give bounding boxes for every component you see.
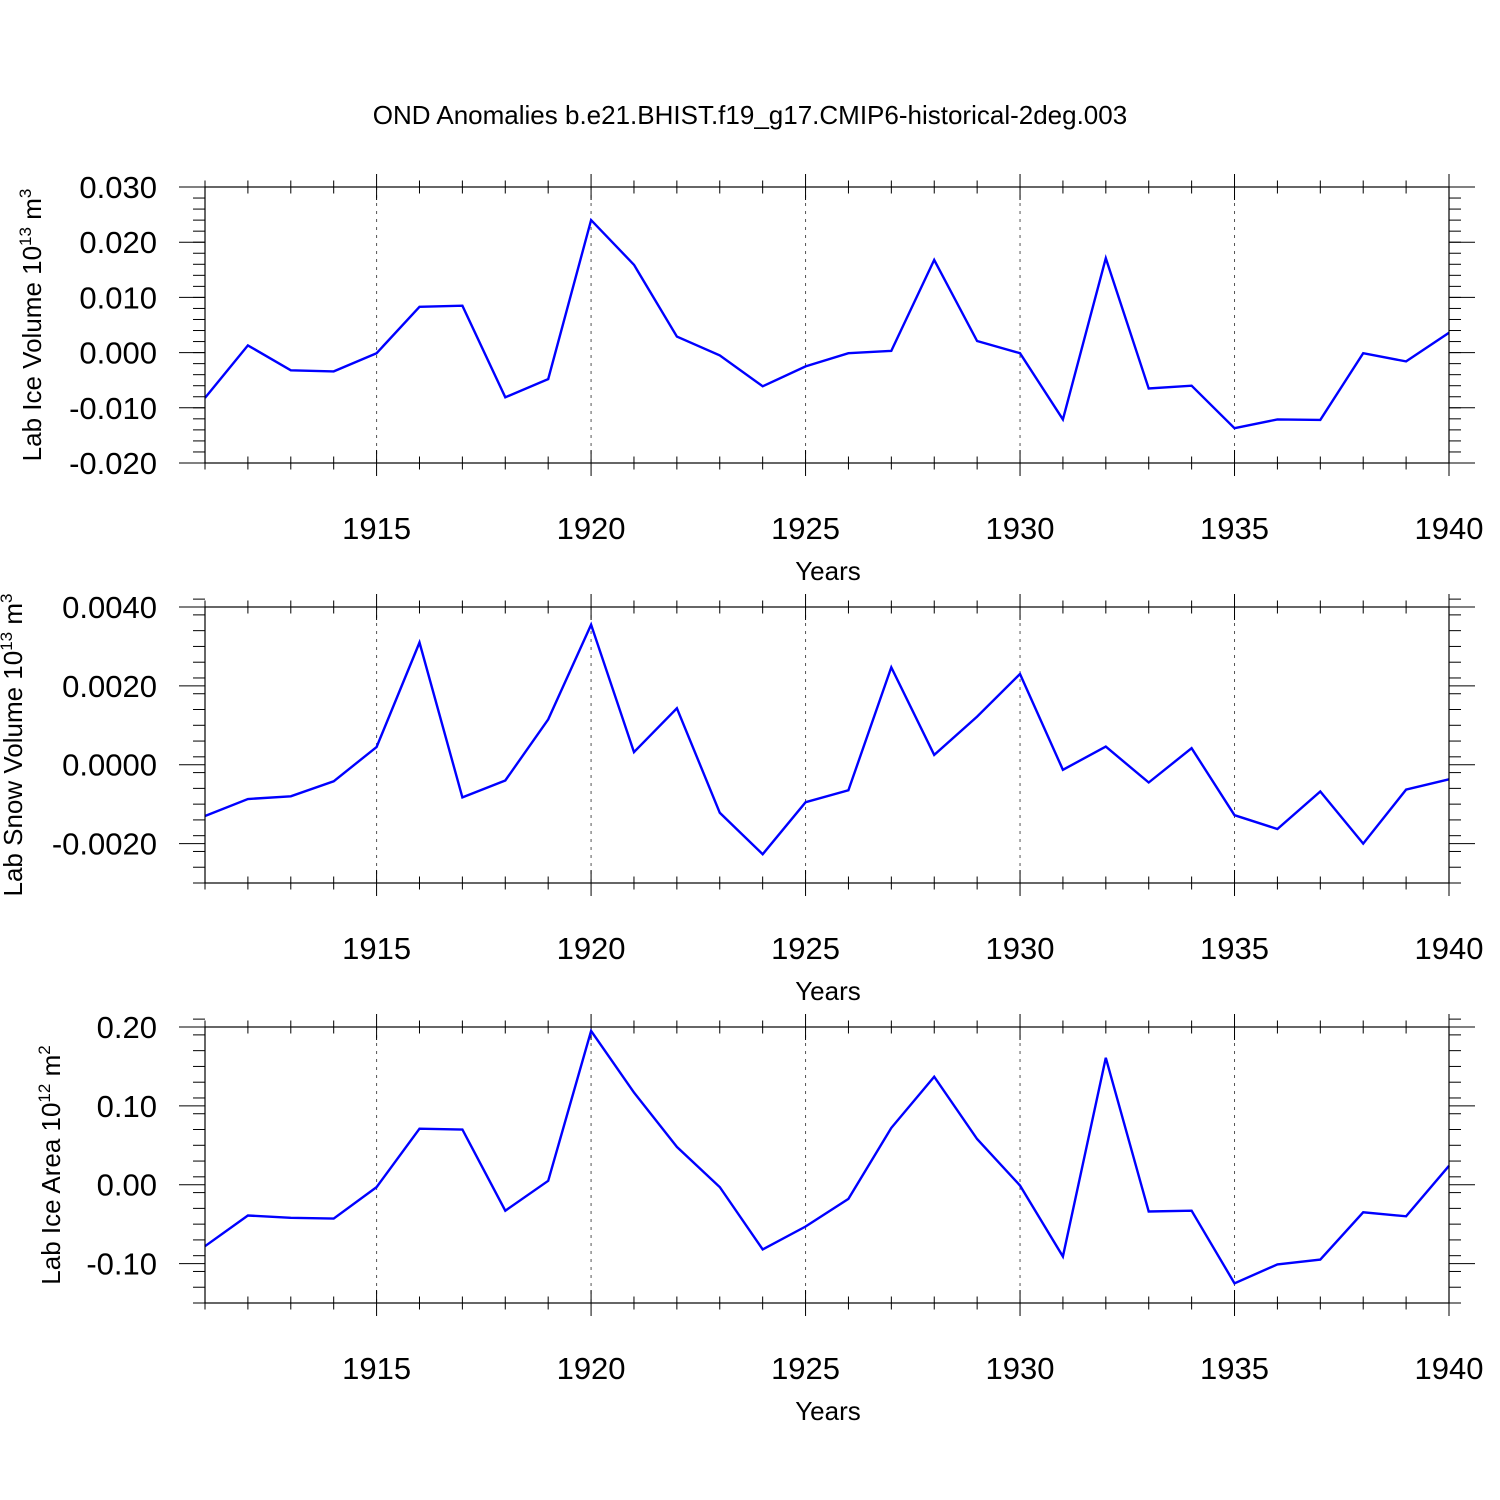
y-tick-label: 0.10 xyxy=(97,1089,157,1124)
y-axis-title-superscript: 12 xyxy=(35,1084,54,1103)
panel-ice-area: -0.10 0.00 0.10 0.20 1915 1920 1925 1930 1935 194… xyxy=(35,1010,1483,1426)
x-tick-label: 1940 xyxy=(1415,931,1484,966)
y-tick-label: -0.10 xyxy=(86,1247,157,1282)
x-tick-label: 1915 xyxy=(342,1351,411,1386)
y-tick-label: 0.20 xyxy=(97,1010,157,1045)
y-axis-title-superscript: 13 xyxy=(16,227,35,246)
y-tick-label: -0.010 xyxy=(69,391,157,426)
x-axis-title: Years xyxy=(795,1396,861,1426)
series-line-snow-volume xyxy=(204,621,1450,856)
x-tick-label: 1930 xyxy=(986,1351,1055,1386)
y-tick-label: -0.020 xyxy=(69,446,157,481)
y-axis-title-superscript: 3 xyxy=(16,189,35,198)
y-tick-label: 0.000 xyxy=(79,336,157,371)
y-axis-title-part: m xyxy=(17,198,47,227)
x-axis-title: Years xyxy=(795,976,861,1006)
x-tick-label: 1930 xyxy=(986,931,1055,966)
x-tick-label: 1925 xyxy=(771,931,840,966)
y-axis-title: Lab Ice Area 1012 m2 xyxy=(35,1045,66,1284)
x-tick-label: 1925 xyxy=(771,1351,840,1386)
panel-ice-volume: -0.020 -0.010 0.000 0.010 0.020 0.030 1915 1920… xyxy=(16,170,1483,586)
x-tick-label: 1935 xyxy=(1200,1351,1269,1386)
y-axis-title-part: m xyxy=(0,603,28,632)
series-line-ice-area xyxy=(204,1028,1450,1285)
y-axis-title-part: m xyxy=(36,1055,66,1084)
y-axis-title-part: Lab Snow Volume 10 xyxy=(0,651,28,897)
y-tick-label: 0.020 xyxy=(79,225,157,260)
y-tick-label: 0.00 xyxy=(97,1168,157,1203)
series-line-ice-volume xyxy=(204,217,1450,430)
chart-title: OND Anomalies b.e21.BHIST.f19_g17.CMIP6-… xyxy=(373,100,1127,130)
x-tick-label: 1925 xyxy=(771,511,840,546)
x-tick-label: 1940 xyxy=(1415,1351,1484,1386)
x-tick-label: 1940 xyxy=(1415,511,1484,546)
x-tick-label: 1920 xyxy=(557,931,626,966)
x-axis-title: Years xyxy=(795,556,861,586)
x-tick-label: 1915 xyxy=(342,511,411,546)
y-tick-label: 0.010 xyxy=(79,280,157,315)
y-axis-title-part: Lab Ice Volume 10 xyxy=(17,246,47,461)
x-tick-label: 1935 xyxy=(1200,931,1269,966)
x-tick-label: 1915 xyxy=(342,931,411,966)
x-tick-label: 1920 xyxy=(557,1351,626,1386)
x-tick-label: 1920 xyxy=(557,511,626,546)
y-axis-title-superscript: 3 xyxy=(0,593,16,602)
plot-frame xyxy=(204,186,1450,464)
plot-frame xyxy=(204,606,1450,884)
x-tick-label: 1930 xyxy=(986,511,1055,546)
panel-snow-volume: -0.0020 0.0000 0.0020 0.0040 1915 1920 1925 193… xyxy=(0,590,1483,1006)
x-tick-label: 1935 xyxy=(1200,511,1269,546)
y-axis-title-superscript: 2 xyxy=(35,1045,54,1054)
y-tick-label: 0.030 xyxy=(79,170,157,205)
y-axis-title-part: Lab Ice Area 10 xyxy=(36,1103,66,1285)
y-tick-label: -0.0020 xyxy=(52,827,157,862)
y-tick-label: 0.0040 xyxy=(62,590,157,625)
plot-frame xyxy=(204,1026,1450,1304)
y-axis-title-superscript: 13 xyxy=(0,632,16,651)
y-axis-title: Lab Snow Volume 1013 m3 xyxy=(0,593,28,896)
y-axis-title: Lab Ice Volume 1013 m3 xyxy=(16,189,47,462)
y-tick-label: 0.0020 xyxy=(62,669,157,704)
y-tick-label: 0.0000 xyxy=(62,748,157,783)
